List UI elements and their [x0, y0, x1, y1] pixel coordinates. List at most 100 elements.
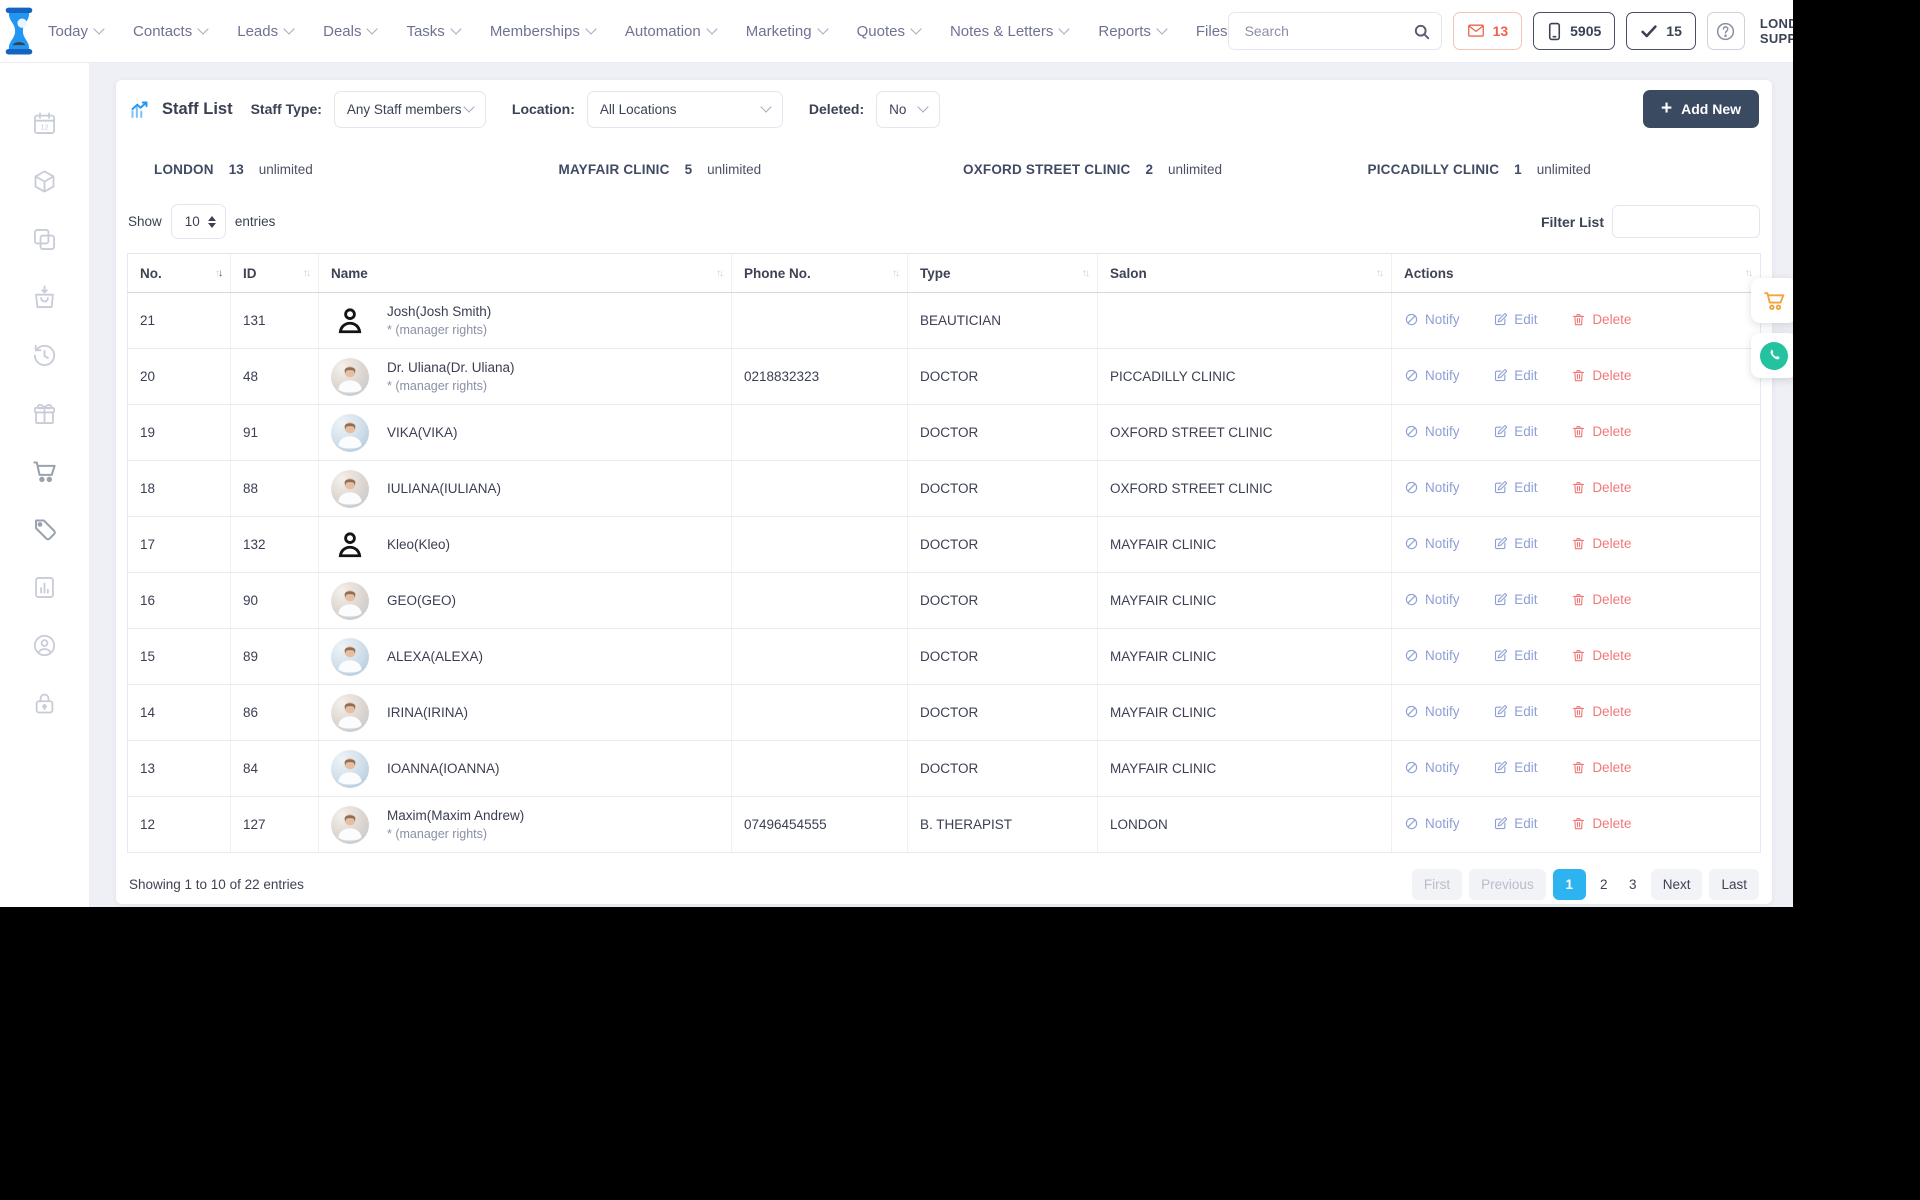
- notify-button[interactable]: Notify: [1404, 704, 1460, 719]
- nav-deals[interactable]: Deals: [323, 23, 379, 40]
- search-icon[interactable]: [1412, 22, 1431, 41]
- notify-button[interactable]: Notify: [1404, 424, 1460, 439]
- edit-button[interactable]: Edit: [1493, 312, 1538, 327]
- col-actions[interactable]: Actions ↑↓: [1391, 253, 1761, 293]
- tasks-badge[interactable]: 15: [1626, 12, 1696, 50]
- edit-button[interactable]: Edit: [1493, 368, 1538, 383]
- pagination-page-3[interactable]: 3: [1622, 869, 1644, 900]
- notify-button[interactable]: Notify: [1404, 592, 1460, 607]
- nav-notes-letters[interactable]: Notes & Letters: [950, 23, 1071, 40]
- notify-button[interactable]: Notify: [1404, 536, 1460, 551]
- notify-button[interactable]: Notify: [1404, 648, 1460, 663]
- edit-button[interactable]: Edit: [1493, 648, 1538, 663]
- add-new-button[interactable]: + Add New: [1643, 90, 1759, 128]
- nav-quotes[interactable]: Quotes: [857, 23, 922, 40]
- tag-icon[interactable]: [30, 515, 59, 544]
- delete-button[interactable]: Delete: [1571, 424, 1631, 439]
- location-select[interactable]: All Locations: [586, 90, 783, 128]
- staff-table: No. ↑↓ ID ↑↓ Name ↑↓ Phone No. ↑↓ Type ↑↓ Sal…: [127, 253, 1761, 853]
- edit-button[interactable]: Edit: [1493, 816, 1538, 831]
- delete-button[interactable]: Delete: [1571, 592, 1631, 607]
- floating-whatsapp-button[interactable]: [1751, 333, 1793, 378]
- nav-reports[interactable]: Reports: [1098, 23, 1168, 40]
- search-input[interactable]: [1242, 22, 1412, 40]
- cell-phone: [731, 404, 908, 461]
- nav-today[interactable]: Today: [48, 23, 105, 40]
- logo-hourglass[interactable]: [0, 6, 38, 56]
- edit-icon: [1495, 760, 1508, 773]
- notify-icon: [1405, 425, 1418, 437]
- notify-button[interactable]: Notify: [1404, 760, 1460, 775]
- edit-button[interactable]: Edit: [1493, 704, 1538, 719]
- edit-button[interactable]: Edit: [1493, 592, 1538, 607]
- nav-contacts[interactable]: Contacts: [133, 23, 209, 40]
- cell-type: DOCTOR: [907, 572, 1098, 629]
- notify-icon: [1405, 817, 1418, 829]
- floating-cart-button[interactable]: [1751, 278, 1793, 323]
- calendar-icon[interactable]: 12: [30, 109, 59, 138]
- user-circle-icon[interactable]: [30, 631, 59, 660]
- page-title: Staff List: [162, 99, 233, 118]
- delete-button[interactable]: Delete: [1571, 368, 1631, 383]
- package-icon[interactable]: [30, 167, 59, 196]
- bag-icon[interactable]: [30, 283, 59, 312]
- left-sidebar: 12: [0, 62, 90, 907]
- staff-avatar: [331, 637, 369, 676]
- edit-button[interactable]: Edit: [1493, 760, 1538, 775]
- trash-icon: [1573, 313, 1585, 325]
- deleted-select[interactable]: No: [876, 90, 941, 128]
- nav-marketing[interactable]: Marketing: [746, 23, 829, 40]
- nav-automation[interactable]: Automation: [625, 23, 718, 40]
- delete-button[interactable]: Delete: [1571, 536, 1631, 551]
- notify-button[interactable]: Notify: [1404, 312, 1460, 327]
- nav-leads[interactable]: Leads: [237, 23, 295, 40]
- staff-type-select[interactable]: Any Staff members: [333, 90, 486, 128]
- col-id[interactable]: ID ↑↓: [230, 253, 319, 293]
- delete-button[interactable]: Delete: [1571, 816, 1631, 831]
- cell-id: 89: [230, 628, 319, 685]
- mail-badge[interactable]: 13: [1452, 12, 1523, 50]
- nav-tasks[interactable]: Tasks: [406, 23, 462, 40]
- staff-avatar: [331, 749, 369, 788]
- cell-no: 17: [127, 516, 231, 573]
- nav-files[interactable]: Files: [1195, 22, 1228, 40]
- cart-icon[interactable]: [30, 457, 59, 486]
- gift-icon[interactable]: [30, 399, 59, 428]
- table-row: 18 88 IULIANA(IULIANA) DOCTOR OXFORD STR…: [127, 460, 1761, 517]
- notify-button[interactable]: Notify: [1404, 816, 1460, 831]
- pagination-first[interactable]: First: [1411, 869, 1463, 900]
- edit-button[interactable]: Edit: [1493, 480, 1538, 495]
- nav-memberships[interactable]: Memberships: [490, 23, 597, 40]
- notify-button[interactable]: Notify: [1404, 480, 1460, 495]
- page-size-select[interactable]: 10: [170, 204, 226, 239]
- pagination-page-2[interactable]: 2: [1593, 869, 1615, 900]
- col-no[interactable]: No. ↑↓: [127, 253, 231, 293]
- help-button[interactable]: [1706, 12, 1745, 50]
- delete-button[interactable]: Delete: [1571, 312, 1631, 327]
- delete-button[interactable]: Delete: [1571, 480, 1631, 495]
- col-phone[interactable]: Phone No. ↑↓: [731, 253, 908, 293]
- pagination-next[interactable]: Next: [1650, 869, 1703, 900]
- edit-button[interactable]: Edit: [1493, 424, 1538, 439]
- filter-list-input[interactable]: [1612, 205, 1760, 238]
- notify-button[interactable]: Notify: [1404, 368, 1460, 383]
- cell-type: BEAUTICIAN: [907, 292, 1098, 349]
- delete-button[interactable]: Delete: [1571, 760, 1631, 775]
- pagination-page-1[interactable]: 1: [1552, 869, 1586, 900]
- cell-salon: [1097, 292, 1392, 349]
- cell-name: Maxim(Maxim Andrew) * (manager rights): [318, 796, 732, 853]
- pagination-previous[interactable]: Previous: [1469, 869, 1546, 900]
- copy-icon[interactable]: [30, 225, 59, 254]
- report-icon[interactable]: [30, 573, 59, 602]
- pagination-last[interactable]: Last: [1709, 869, 1759, 900]
- lock-icon[interactable]: [30, 689, 59, 718]
- col-type[interactable]: Type ↑↓: [907, 253, 1098, 293]
- col-name[interactable]: Name ↑↓: [318, 253, 732, 293]
- card-header: Staff List Staff Type: Any Staff members…: [116, 80, 1772, 138]
- history-icon[interactable]: [30, 341, 59, 370]
- phone-badge[interactable]: 5905: [1533, 12, 1616, 50]
- col-salon[interactable]: Salon ↑↓: [1097, 253, 1392, 293]
- delete-button[interactable]: Delete: [1571, 704, 1631, 719]
- edit-button[interactable]: Edit: [1493, 536, 1538, 551]
- delete-button[interactable]: Delete: [1571, 648, 1631, 663]
